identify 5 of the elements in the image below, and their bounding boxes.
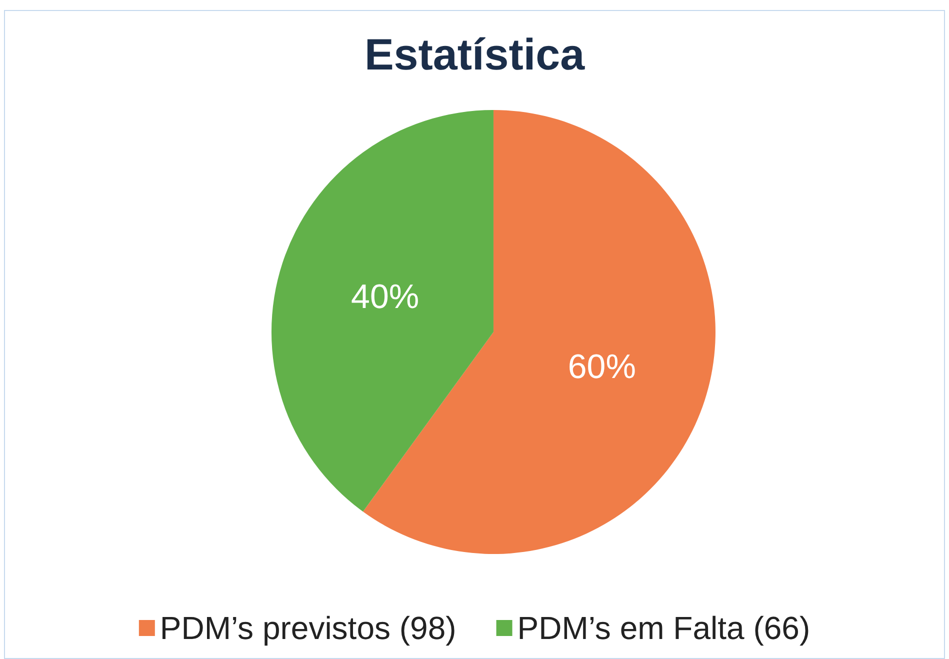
chart-title: Estatística [364,30,586,80]
data-label: 40% [351,278,420,316]
legend-label: PDM’s em Falta (66) [517,610,810,646]
data-label: 60% [568,348,636,386]
legend-label: PDM’s previstos (98) [160,610,456,646]
